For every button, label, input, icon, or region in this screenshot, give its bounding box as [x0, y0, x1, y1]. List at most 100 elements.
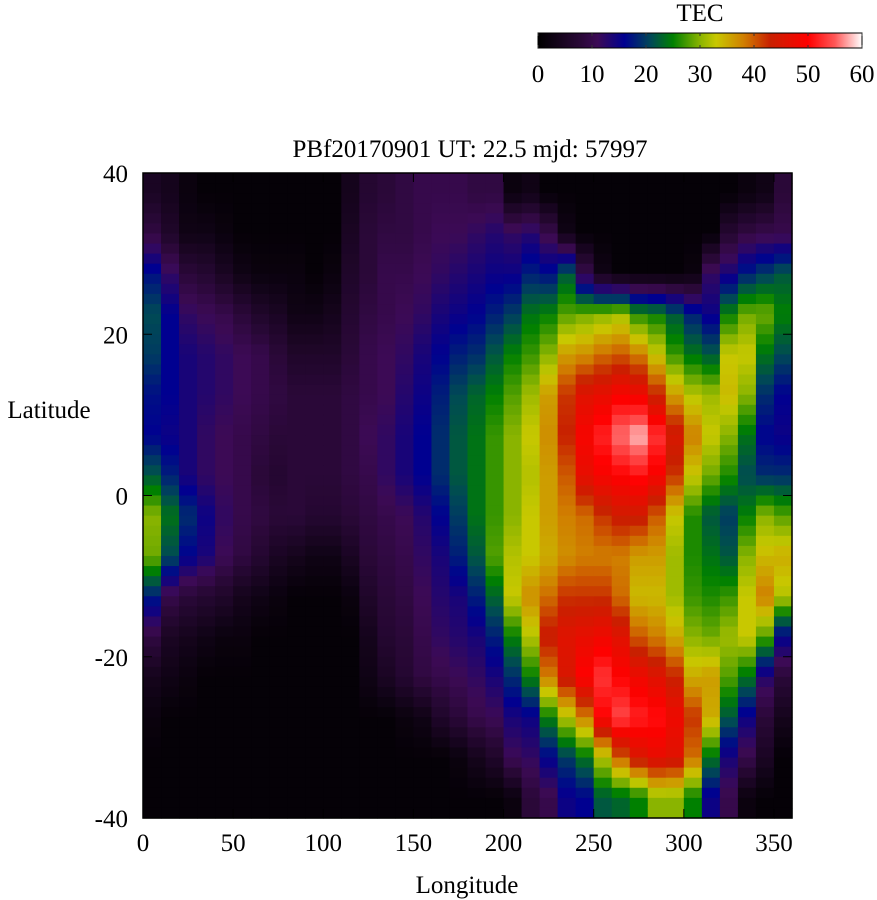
heatmap-cell — [629, 596, 649, 607]
heatmap-cell — [557, 616, 577, 628]
heatmap-cell — [719, 394, 739, 406]
heatmap-cell — [737, 807, 757, 819]
heatmap-cell — [467, 344, 487, 356]
heatmap-cell — [629, 233, 649, 245]
heatmap-cell — [449, 555, 469, 567]
heatmap-cell — [773, 273, 793, 285]
heatmap-cell — [377, 535, 396, 547]
heatmap-cell — [215, 566, 234, 577]
heatmap-cell — [143, 616, 162, 628]
heatmap-cell — [755, 485, 775, 497]
heatmap-cell — [665, 626, 685, 638]
heatmap-cell — [647, 334, 667, 345]
heatmap-cell — [413, 535, 433, 547]
heatmap-cell — [755, 656, 775, 668]
heatmap-cell — [593, 676, 613, 688]
heatmap-cell — [467, 606, 487, 618]
heatmap-cell — [575, 757, 595, 769]
heatmap-cell — [503, 697, 523, 708]
heatmap-cell — [269, 777, 288, 789]
heatmap-cell — [377, 364, 396, 376]
heatmap-cell — [539, 475, 559, 487]
heatmap-cell — [719, 566, 739, 577]
heatmap-cell — [197, 304, 216, 315]
heatmap-cell — [647, 797, 667, 809]
heatmap-cell — [701, 747, 721, 759]
heatmap-cell — [485, 283, 505, 295]
heatmap-cell — [359, 545, 378, 557]
heatmap-cell — [359, 686, 378, 698]
heatmap-cell — [305, 586, 324, 597]
heatmap-cell — [179, 475, 198, 487]
heatmap-cell — [305, 676, 324, 688]
heatmap-cell — [485, 747, 505, 759]
heatmap-cell — [539, 445, 559, 456]
heatmap-cell — [215, 223, 234, 235]
heatmap-cell — [647, 183, 667, 194]
heatmap-cell — [683, 223, 703, 235]
y-axis-label: Latitude — [7, 397, 90, 424]
heatmap-cell — [503, 576, 523, 587]
heatmap-cell — [179, 394, 198, 406]
heatmap-cell — [719, 686, 739, 698]
heatmap-cell — [521, 374, 541, 386]
heatmap-cell — [413, 304, 433, 315]
heatmap-cell — [341, 515, 360, 527]
heatmap-cell — [233, 243, 252, 255]
heatmap-cell — [341, 334, 360, 345]
heatmap-cell — [467, 233, 487, 245]
heatmap-cell — [341, 253, 360, 265]
heatmap-cell — [287, 545, 306, 557]
heatmap-cell — [359, 525, 378, 537]
heatmap-cell — [593, 233, 613, 245]
heatmap-cell — [215, 334, 234, 345]
heatmap-cell — [323, 455, 342, 466]
heatmap-cell — [215, 243, 234, 255]
heatmap-cell — [557, 394, 577, 406]
heatmap-cell — [413, 606, 433, 618]
heatmap-cell — [161, 576, 180, 587]
heatmap-cell — [719, 626, 739, 638]
heatmap-cell — [269, 193, 288, 204]
heatmap-cell — [305, 384, 324, 396]
heatmap-cell — [431, 525, 451, 537]
heatmap-cell — [251, 465, 270, 476]
heatmap-cell — [701, 656, 721, 668]
heatmap-cell — [575, 314, 595, 325]
heatmap-cell — [431, 344, 451, 356]
heatmap-cell — [197, 807, 216, 819]
heatmap-cell — [395, 676, 415, 688]
heatmap-cell — [251, 394, 270, 406]
heatmap-cell — [413, 253, 433, 265]
heatmap-cell — [773, 656, 793, 668]
heatmap-cell — [575, 414, 595, 426]
heatmap-cell — [719, 253, 739, 265]
heatmap-cell — [611, 465, 631, 476]
heatmap-cell — [197, 475, 216, 487]
heatmap-cell — [683, 173, 703, 184]
heatmap-cell — [611, 223, 631, 235]
heatmap-cell — [647, 636, 667, 648]
heatmap-cell — [377, 253, 396, 265]
heatmap-cell — [143, 293, 162, 305]
heatmap-cell — [467, 273, 487, 285]
heatmap-cell — [485, 213, 505, 224]
heatmap-cell — [431, 747, 451, 759]
heatmap-cell — [503, 364, 523, 376]
heatmap-cell — [305, 545, 324, 557]
heatmap-cell — [521, 566, 541, 577]
heatmap-cell — [233, 253, 252, 265]
heatmap-cell — [431, 555, 451, 567]
heatmap-cell — [575, 354, 595, 366]
heatmap-cell — [431, 656, 451, 668]
heatmap-cell — [359, 435, 378, 446]
heatmap-cell — [521, 435, 541, 446]
heatmap-cell — [521, 727, 541, 738]
heatmap-cell — [323, 505, 342, 517]
heatmap-cell — [629, 273, 649, 285]
heatmap-cell — [557, 273, 577, 285]
heatmap-cell — [233, 606, 252, 618]
heatmap-cell — [611, 767, 631, 779]
heatmap-cell — [341, 757, 360, 769]
heatmap-cell — [197, 525, 216, 537]
